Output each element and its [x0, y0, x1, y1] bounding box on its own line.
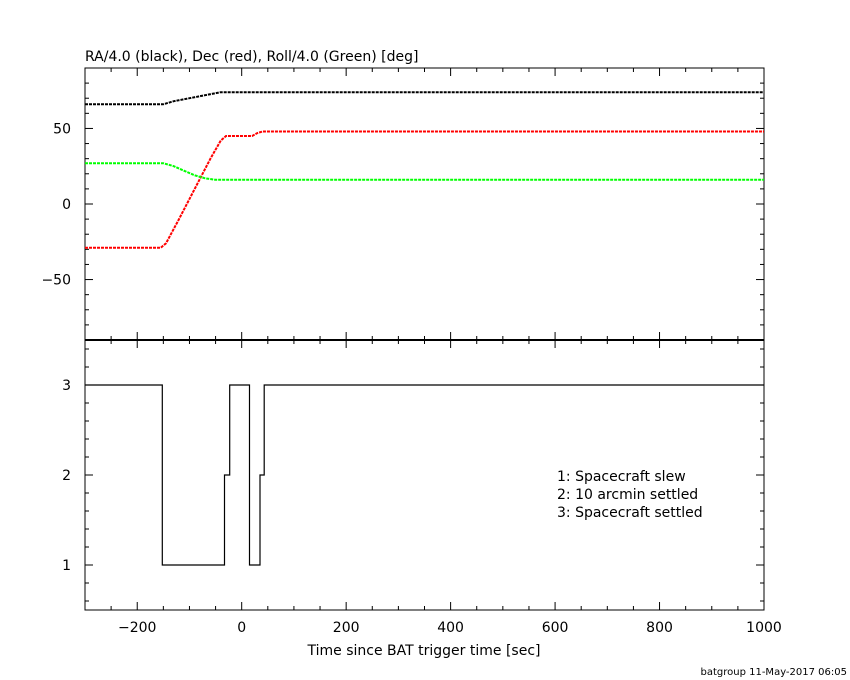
y-tick-label: 3: [62, 378, 71, 394]
x-tick-label: 1000: [746, 620, 782, 636]
tick-labels: −50 0 50 1 2 3 −200 0 200 400 600 800 1000: [41, 121, 781, 636]
annotation-3: 3: Spacecraft settled: [557, 505, 703, 521]
footer-credit: batgroup 11-May-2017 06:05: [700, 667, 847, 678]
x-tick-label: 600: [542, 620, 569, 636]
y-tick-label: 1: [62, 558, 71, 574]
y-tick-label: 2: [62, 468, 71, 484]
x-tick-label: −200: [118, 620, 156, 636]
y-tick-label: 50: [53, 121, 71, 137]
x-tick-label: 400: [437, 620, 464, 636]
top-panel-series: [85, 91, 764, 249]
series-line-0-0: [85, 91, 764, 106]
x-tick-label: 0: [237, 620, 246, 636]
series-line-1-0: [85, 384, 764, 566]
annotation-2: 2: 10 arcmin settled: [557, 487, 698, 503]
top-panel-frame: [84, 67, 765, 341]
y-tick-label: 0: [62, 197, 71, 213]
x-tick-label: 200: [333, 620, 360, 636]
series-line-0-2: [85, 162, 764, 181]
series-line-0-1: [85, 130, 764, 249]
y-tick-label: −50: [41, 273, 71, 289]
top-panel-title: RA/4.0 (black), Dec (red), Roll/4.0 (Gre…: [85, 49, 418, 65]
axis-ticks: [84, 67, 765, 610]
annotation-1: 1: Spacecraft slew: [557, 469, 686, 485]
bottom-panel-series: [85, 384, 764, 566]
x-axis-label: Time since BAT trigger time [sec]: [307, 643, 541, 659]
x-tick-label: 800: [646, 620, 673, 636]
